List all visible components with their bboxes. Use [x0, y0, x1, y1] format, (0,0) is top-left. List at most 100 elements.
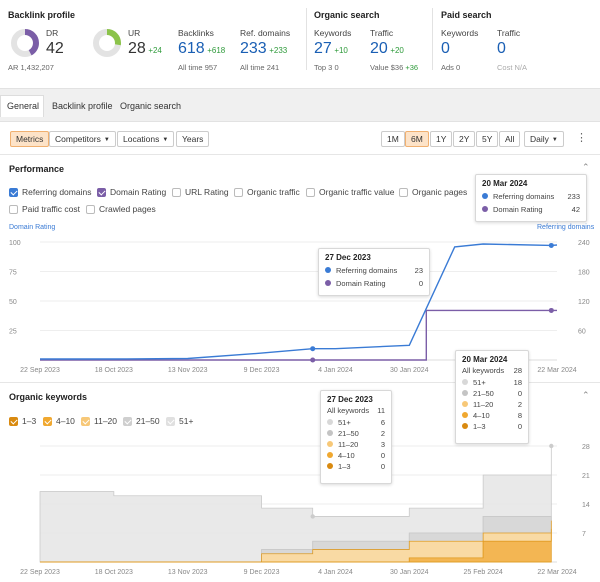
checkbox-paid-traffic-cost[interactable]: Paid traffic cost	[9, 204, 80, 214]
legend-label: 51+	[179, 416, 194, 426]
dr-value: 42	[46, 40, 64, 57]
checkbox-crawled-pages[interactable]: Crawled pages	[86, 204, 156, 214]
tooltip-date: 20 Mar 2024	[482, 179, 528, 188]
years-button[interactable]: Years	[176, 131, 210, 147]
chevron-down-icon: ▼	[551, 137, 558, 143]
right-tick-label: 120	[578, 299, 590, 306]
checkbox-icon	[9, 204, 18, 214]
tooltip-value: 0	[380, 451, 385, 460]
dot-icon	[482, 193, 488, 199]
x-tick-label: 30 Jan 2024	[390, 367, 429, 374]
ads-label: Ads	[441, 63, 454, 72]
checkbox-domain-rating[interactable]: Domain Rating	[97, 187, 166, 197]
right-tick-label: 14	[582, 502, 590, 509]
paid-keywords-value[interactable]: 0	[441, 40, 450, 57]
dot-icon	[462, 412, 468, 418]
backlink-profile-title: Backlink profile	[8, 10, 76, 20]
keywords-point	[549, 443, 554, 449]
tooltip-date: 27 Dec 2023	[325, 253, 371, 262]
tab-backlink-profile[interactable]: Backlink profile	[52, 101, 113, 111]
range-1m[interactable]: 1M	[381, 131, 405, 147]
x-tick-label: 4 Jan 2024	[318, 367, 353, 374]
tab-organic-search[interactable]: Organic search	[120, 101, 182, 111]
refdomains-value[interactable]: 233	[240, 40, 267, 57]
checkbox-organic-traffic-value[interactable]: Organic traffic value	[306, 187, 394, 197]
traffic-value[interactable]: 20	[370, 40, 388, 57]
legend-21-50[interactable]: 21–50	[123, 416, 160, 426]
x-tick-label: 9 Dec 2023	[244, 367, 280, 374]
metrics-button[interactable]: Metrics	[10, 131, 50, 147]
checkbox-label: Crawled pages	[99, 204, 156, 214]
locations-dropdown[interactable]: Locations ▼	[117, 131, 175, 147]
dot-icon	[462, 379, 468, 385]
more-options-icon[interactable]: ⋮	[576, 132, 587, 144]
tooltip-value: 2	[517, 400, 522, 409]
keywords-point	[310, 514, 315, 519]
ads-value: 0	[456, 63, 461, 72]
collapse-icon[interactable]: ⌃	[582, 162, 590, 172]
tooltip-value: 28	[513, 366, 522, 375]
x-tick-label: 22 Mar 2024	[537, 569, 576, 576]
interval-dropdown[interactable]: Daily ▼	[524, 131, 564, 147]
tooltip-label: 4–10	[338, 451, 355, 460]
x-tick-label: 22 Mar 2024	[537, 367, 576, 374]
paid-traffic-value[interactable]: 0	[497, 40, 506, 57]
referring-domains-line	[40, 243, 558, 360]
range-all[interactable]: All	[499, 131, 521, 147]
legend-label: 11–20	[94, 416, 118, 426]
backlinks-label: Backlinks	[178, 28, 214, 38]
tooltip-value: 6	[380, 418, 385, 427]
competitors-label: Competitors	[55, 134, 101, 144]
tooltip-value: 11	[377, 406, 385, 415]
paid-search-section: Paid search Keywords 0 Ads 0 Traffic 0 C…	[441, 10, 591, 80]
ur-value: 28	[128, 40, 146, 57]
x-tick-label: 30 Jan 2024	[390, 569, 429, 576]
backlinks-alltime-label: All time	[178, 63, 203, 72]
refdomains-delta: +233	[269, 46, 288, 55]
performance-tooltip-right: 20 Mar 2024 Referring domains 233 Domain …	[475, 174, 587, 222]
legend-1-3[interactable]: 1–3	[9, 416, 36, 426]
traffic-label: Traffic	[370, 28, 394, 38]
keywords-value[interactable]: 27	[314, 40, 332, 57]
tooltip-value: 0	[517, 422, 522, 431]
checkbox-icon	[399, 187, 408, 197]
checkbox-referring-domains[interactable]: Referring domains	[9, 187, 91, 197]
organic-search-section: Organic search Keywords 27 +10 Top 3 0 T…	[314, 10, 430, 80]
range-6m[interactable]: 6M	[405, 131, 429, 147]
checkbox-organic-pages[interactable]: Organic pages	[399, 187, 467, 197]
tab-active-bg	[0, 95, 44, 117]
range-5y[interactable]: 5Y	[476, 131, 499, 147]
checkbox-icon	[306, 187, 315, 197]
legend-51plus[interactable]: 51+	[166, 416, 193, 426]
x-tick-label: 22 Sep 2023	[20, 367, 60, 374]
tooltip-label: All keywords	[327, 406, 370, 415]
tooltip-label: Referring domains	[336, 266, 398, 275]
checkbox-icon	[234, 187, 243, 197]
tooltip-value: 2	[380, 429, 385, 438]
ur-donut-icon	[93, 29, 121, 57]
dot-icon	[327, 441, 333, 447]
x-tick-label: 13 Nov 2023	[168, 367, 208, 374]
left-tick-label: 100	[9, 240, 21, 247]
range-2y[interactable]: 2Y	[453, 131, 476, 147]
competitors-dropdown[interactable]: Competitors ▼	[49, 131, 116, 147]
checkbox-icon	[9, 187, 18, 197]
range-1y[interactable]: 1Y	[430, 131, 453, 147]
tab-general[interactable]: General	[7, 101, 40, 111]
right-tick-label: 21	[582, 473, 590, 480]
legend-4-10[interactable]: 4–10	[43, 416, 75, 426]
tooltip-label: 21–50	[473, 389, 494, 398]
checkbox-icon	[123, 416, 132, 426]
x-tick-label: 22 Sep 2023	[20, 569, 60, 576]
ur-delta: +24	[148, 46, 162, 55]
checkbox-organic-traffic[interactable]: Organic traffic	[234, 187, 300, 197]
right-tick-label: 240	[578, 240, 590, 247]
legend-11-20[interactable]: 11–20	[81, 416, 117, 426]
dot-icon	[462, 390, 468, 396]
referring-domains-point	[548, 242, 554, 248]
backlinks-value[interactable]: 618	[178, 40, 205, 57]
collapse-icon[interactable]: ⌃	[582, 390, 590, 400]
divider	[306, 8, 307, 70]
checkbox-url-rating[interactable]: URL Rating	[172, 187, 229, 197]
domain-rating-point	[548, 307, 554, 313]
